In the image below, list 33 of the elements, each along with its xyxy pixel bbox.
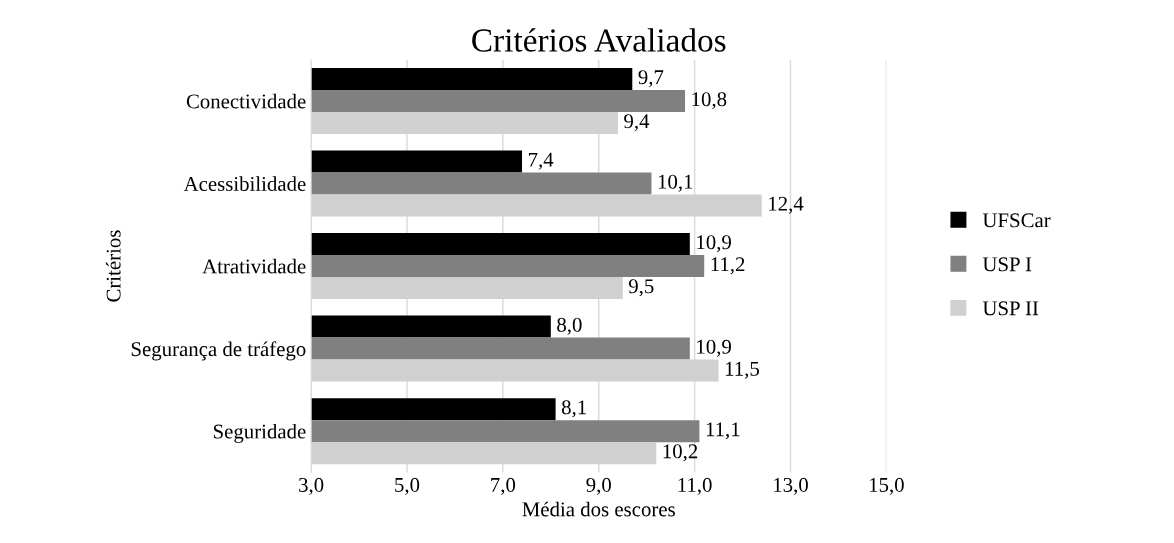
y-tick-label: Conectividade	[186, 93, 306, 109]
x-tick-label: 9,0	[586, 477, 611, 495]
x-tick-label: 5,0	[395, 477, 420, 495]
y-tick-label: Acessibilidade	[183, 176, 306, 191]
legend-label: USP I	[982, 257, 1032, 272]
data-label: 11,2	[711, 257, 745, 275]
data-label: 10,8	[692, 92, 727, 110]
data-label: 7,4	[528, 152, 554, 170]
x-tick-label: 15,0	[869, 477, 904, 495]
x-axis-title: Média dos escores	[522, 501, 675, 517]
data-label: 10,2	[663, 444, 698, 462]
data-label: 11,5	[725, 361, 759, 379]
chart-title: Critérios Avaliados	[472, 28, 726, 52]
data-label: 8,0	[557, 317, 582, 335]
legend-label: UFSCar	[982, 213, 1051, 228]
legend-label: USP II	[982, 301, 1039, 316]
data-label: 9,5	[628, 279, 654, 297]
data-label: 10,9	[697, 235, 731, 253]
data-label: 10,1	[658, 174, 693, 192]
data-label: 9,7	[638, 70, 664, 88]
x-tick-label: 3,0	[299, 477, 324, 495]
x-tick-label: 7,0	[491, 477, 516, 495]
y-tick-label: Atratividade	[202, 258, 306, 274]
data-label: 9,4	[624, 114, 650, 132]
y-tick-label: Seguridade	[213, 423, 306, 443]
data-label: 11,1	[706, 422, 740, 440]
data-label: 10,9	[697, 339, 731, 357]
y-axis-title: Critérios	[105, 230, 121, 302]
x-tick-label: 13,0	[774, 477, 808, 495]
y-tick-label: Segurança de tráfego	[131, 341, 306, 361]
x-tick-label: 11,0	[678, 477, 712, 495]
data-label: 8,1	[561, 400, 586, 418]
data-label: 12,4	[769, 196, 804, 214]
